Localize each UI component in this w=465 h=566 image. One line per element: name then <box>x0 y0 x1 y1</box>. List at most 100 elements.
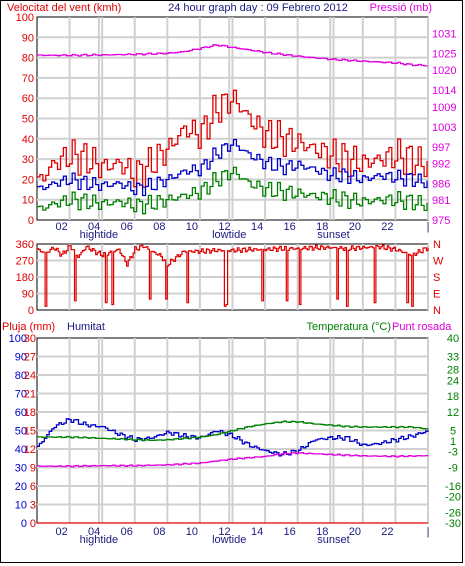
y-tick-label-left: 90 <box>22 289 34 301</box>
wind-pressure-chart: 0102030405060708090100975981986992997100… <box>7 2 456 241</box>
y-tick-label-temperature: 28 <box>447 365 459 377</box>
y-tick-label-humidity: 10 <box>15 500 27 512</box>
x-tick-label: 18 <box>316 526 328 538</box>
x-marker-label: sunset <box>317 229 349 241</box>
x-tick-label: 08 <box>153 221 165 233</box>
x-tick-label: | <box>427 526 430 538</box>
direction-label: N <box>433 239 441 251</box>
y-tick-label-temperature: -3 <box>448 447 458 459</box>
wind-average-line <box>37 138 428 197</box>
wind-low-line <box>37 166 428 215</box>
y-tick-label-left: 180 <box>16 272 34 284</box>
y-tick-label-left: 80 <box>22 53 34 65</box>
y-tick-label-right: 1014 <box>432 85 456 97</box>
y-tick-label-humidity: 90 <box>15 352 27 364</box>
y-tick-label-left: 50 <box>22 114 34 126</box>
y-tick-label-humidity: 60 <box>15 407 27 419</box>
y-tick-label-humidity: 0 <box>21 518 27 530</box>
x-marker-label: lowtide <box>212 229 246 241</box>
y-tick-label-right: 992 <box>432 158 450 170</box>
y-tick-label-rain: 21 <box>24 389 36 401</box>
chart-title: 24 hour graph day : 09 Febrero 2012 <box>168 2 348 14</box>
y-tick-label-temperature: 24 <box>447 375 459 387</box>
y-tick-label-humidity: 40 <box>15 444 27 456</box>
y-tick-label-right: 1003 <box>432 122 456 134</box>
x-tick-label: 02 <box>55 221 67 233</box>
x-tick-label: 18 <box>316 221 328 233</box>
y-tick-label-humidity: 20 <box>15 481 27 493</box>
x-marker-label: lowtide <box>212 534 246 546</box>
dew-point-axis-label: Punt rosada <box>392 321 452 333</box>
x-tick-label: 14 <box>251 221 263 233</box>
y-tick-label-rain: 24 <box>24 370 36 382</box>
y-tick-label-temperature: -9 <box>448 463 458 475</box>
x-tick-label: | <box>427 221 430 233</box>
y-tick-label-rain: 0 <box>30 518 36 530</box>
x-tick-label: 10 <box>186 221 198 233</box>
y-tick-label-right: 1025 <box>432 49 456 61</box>
dew-point-line <box>37 451 429 468</box>
direction-label: S <box>433 272 440 284</box>
humidity-axis-label: Humitat <box>67 321 105 333</box>
x-tick-label: 20 <box>349 221 361 233</box>
direction-label: W <box>433 256 444 268</box>
y-tick-label-right: 1031 <box>432 29 456 41</box>
rain-axis-label: Pluja (mm) <box>2 321 55 333</box>
x-tick-label: 22 <box>381 526 393 538</box>
y-tick-label-humidity: 50 <box>15 426 27 438</box>
y-tick-label-right: 981 <box>432 195 450 207</box>
y-tick-label-left: 360 <box>16 239 34 251</box>
x-tick-label: 20 <box>349 526 361 538</box>
y-tick-label-left: 90 <box>22 32 34 44</box>
x-tick-label: 06 <box>121 526 133 538</box>
y-tick-label-rain: 6 <box>30 481 36 493</box>
y-tick-label-rain: 27 <box>24 352 36 364</box>
x-tick-label: 16 <box>284 526 296 538</box>
x-tick-label: 04 <box>88 526 100 538</box>
y-tick-label-rain: 15 <box>24 426 36 438</box>
y-tick-label-left: 0 <box>28 215 34 227</box>
y-tick-label-rain: 12 <box>24 444 36 456</box>
y-tick-label-humidity: 80 <box>15 370 27 382</box>
x-tick-label: 12 <box>218 526 230 538</box>
x-tick-label: 12 <box>218 221 230 233</box>
y-tick-label-right: 975 <box>432 215 450 227</box>
temperature-line <box>37 420 429 442</box>
x-tick-label: 22 <box>381 221 393 233</box>
right-axis-label: Pressió (mb) <box>370 2 432 14</box>
y-tick-label-humidity: 70 <box>15 389 27 401</box>
y-tick-label-temperature: -30 <box>445 518 461 530</box>
y-tick-label-temperature: 12 <box>447 407 459 419</box>
y-tick-label-right: 997 <box>432 142 450 154</box>
y-tick-label-left: 70 <box>22 73 34 85</box>
y-tick-label-temperature: 1 <box>450 436 456 448</box>
y-tick-label-left: 40 <box>22 134 34 146</box>
y-tick-label-temperature: 33 <box>447 352 459 364</box>
y-tick-label-temperature: 40 <box>447 333 459 345</box>
y-tick-label-left: 30 <box>22 154 34 166</box>
x-marker-label: hightide <box>80 534 119 546</box>
y-tick-label-left: 270 <box>16 256 34 268</box>
left-axis-label: Velocitat del vent (kmh) <box>7 2 121 14</box>
humidity-line <box>37 418 429 457</box>
y-tick-label-temperature: -16 <box>445 481 461 493</box>
y-tick-label-left: 0 <box>28 305 34 317</box>
x-marker-label: sunset <box>317 534 349 546</box>
x-tick-label: 08 <box>153 526 165 538</box>
temperature-axis-label: Temperatura (°C) <box>307 321 391 333</box>
y-tick-label-humidity: 30 <box>15 463 27 475</box>
y-tick-label-rain: 9 <box>30 463 36 475</box>
y-tick-label-right: 1009 <box>432 102 456 114</box>
direction-label: E <box>433 289 440 301</box>
y-tick-label-temperature: -20 <box>445 492 461 504</box>
y-tick-label-left: 10 <box>22 195 34 207</box>
y-tick-label-left: 60 <box>22 93 34 105</box>
x-tick-label: 16 <box>284 221 296 233</box>
y-tick-label-rain: 18 <box>24 407 36 419</box>
x-tick-label: 14 <box>251 526 263 538</box>
y-tick-label-rain: 3 <box>30 500 36 512</box>
wind-gust-line <box>37 89 428 188</box>
x-tick-label: 04 <box>88 221 100 233</box>
